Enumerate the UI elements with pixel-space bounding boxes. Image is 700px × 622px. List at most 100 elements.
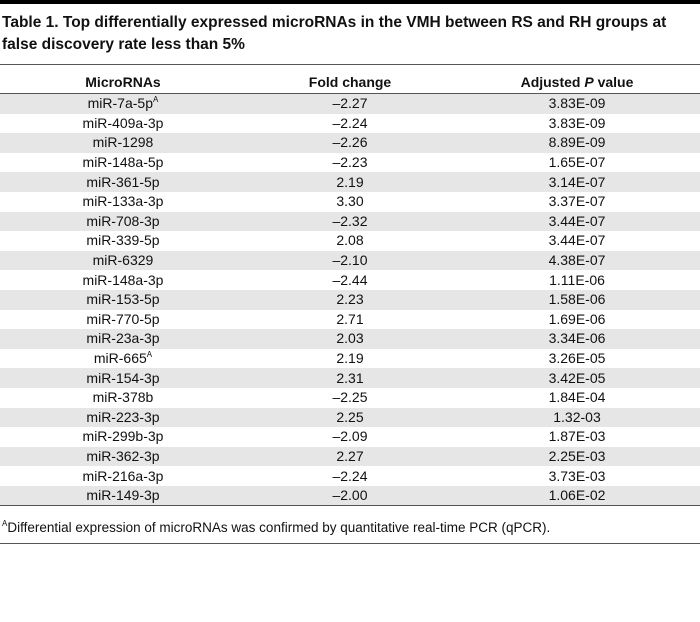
mirna-cell: miR-361-5p: [0, 172, 246, 192]
fold-change-cell: 2.27: [246, 446, 454, 467]
mirna-name: miR-133a-3p: [82, 193, 164, 210]
mirna-name: miR-378b: [92, 389, 154, 406]
mirna-cell: miR-223-3p: [0, 407, 246, 428]
top-bar: [0, 0, 700, 4]
table-row: miR-378b –2.25 1.84E-04: [0, 388, 700, 408]
header-row: MicroRNAs Fold change Adjusted P value: [0, 71, 700, 94]
mirna-name: miR-7a-5p: [87, 95, 153, 112]
table-row: miR-148a-5p –2.23 1.65E-07: [0, 153, 700, 173]
p-value-cell: 3.83E-09: [454, 93, 700, 114]
table-row: miR-361-5p 2.19 3.14E-07: [0, 172, 700, 192]
table-row: miR-154-3p 2.31 3.42E-05: [0, 368, 700, 388]
mirna-name: miR-339-5p: [86, 232, 160, 249]
p-value-cell: 3.26E-05: [548, 350, 606, 367]
p-value-cell: 1.87E-03: [548, 428, 606, 445]
fold-change-cell: 2.19: [336, 350, 364, 367]
mirna-name: miR-770-5p: [86, 310, 160, 327]
mirna-cell: miR-6329: [0, 250, 246, 271]
mirna-name: miR-216a-3p: [82, 467, 164, 484]
mirna-name: miR-149-3p: [86, 487, 160, 504]
table-row: miR-362-3p 2.27 2.25E-03: [0, 446, 700, 467]
mirna-cell: miR-148a-5p: [0, 153, 246, 173]
mirna-cell: miR-154-3p: [0, 368, 246, 388]
mirna-name: miR-153-5p: [86, 291, 160, 308]
fold-change-cell: 3.30: [336, 193, 364, 210]
table-title: Table 1. Top differentially expressed mi…: [0, 4, 700, 65]
footnote-text: Differential expression of microRNAs was…: [7, 520, 551, 536]
table-row: miR-6329 –2.10 4.38E-07: [0, 250, 700, 271]
mirna-cell: miR-133a-3p: [0, 192, 246, 212]
mirna-cell: miR-665A: [0, 349, 246, 369]
fold-change-cell: –2.00: [246, 485, 454, 506]
fold-change-cell: 2.08: [336, 232, 364, 249]
fold-change-cell: –2.10: [246, 250, 454, 271]
fold-change-cell: –2.25: [332, 389, 368, 406]
fold-change-cell: 2.19: [246, 172, 454, 192]
p-value-cell: 3.83E-09: [548, 114, 606, 131]
mirna-cell: miR-378b: [0, 388, 246, 408]
fold-change-cell: –2.09: [332, 428, 368, 445]
table-row: miR-299b-3p –2.09 1.87E-03: [0, 427, 700, 447]
p-value-cell: 1.11E-06: [549, 271, 605, 288]
fold-change-cell: –2.23: [332, 154, 368, 171]
fold-change-cell: 2.03: [246, 329, 454, 349]
p-value-cell: 1.69E-06: [548, 310, 606, 327]
table-row: miR-149-3p –2.00 1.06E-02: [0, 485, 700, 506]
footnote-ref: A: [146, 350, 153, 360]
p-value-cell: 1.06E-02: [454, 485, 700, 506]
mirna-cell: miR-153-5p: [0, 289, 246, 310]
mirna-name: miR-23a-3p: [86, 330, 160, 347]
mirna-name: miR-154-3p: [86, 369, 160, 386]
fold-change-cell: –2.24: [332, 114, 368, 131]
mirna-name: miR-148a-3p: [82, 271, 164, 288]
mirna-name: miR-361-5p: [86, 173, 160, 190]
mirna-cell: miR-299b-3p: [0, 427, 246, 447]
table-row: miR-153-5p 2.23 1.58E-06: [0, 289, 700, 310]
fold-change-cell: 2.23: [246, 289, 454, 310]
header-text: value: [597, 74, 634, 90]
table-row: miR-409a-3p –2.24 3.83E-09: [0, 114, 700, 134]
table-row: miR-770-5p 2.71 1.69E-06: [0, 310, 700, 330]
p-value-cell: 1.84E-04: [548, 389, 606, 406]
header-text: Adjusted: [520, 74, 581, 90]
mirna-cell: miR-149-3p: [0, 485, 246, 506]
table-row: miR-708-3p –2.32 3.44E-07: [0, 211, 700, 232]
fold-change-cell: 2.31: [246, 368, 454, 388]
p-value-cell: 3.73E-03: [548, 467, 606, 484]
header-italic: P: [584, 74, 594, 90]
p-value-cell: 3.44E-07: [454, 211, 700, 232]
footnote: ADifferential expression of microRNAs wa…: [0, 505, 700, 545]
fold-change-cell: –2.44: [332, 271, 368, 288]
mirna-cell: miR-23a-3p: [0, 329, 246, 349]
p-value-cell: 3.37E-07: [548, 193, 606, 210]
header-cell: MicroRNAs: [0, 71, 246, 94]
p-value-cell: 1.65E-07: [548, 154, 606, 171]
mirna-name: miR-708-3p: [86, 212, 160, 229]
table-row: miR-665A 2.19 3.26E-05: [0, 349, 700, 369]
p-value-cell: 3.14E-07: [454, 172, 700, 192]
table-row: miR-223-3p 2.25 1.32-03: [0, 407, 700, 428]
mirna-cell: miR-216a-3p: [0, 466, 246, 486]
mirna-cell: miR-7a-5pA: [0, 93, 246, 114]
mirna-cell: miR-362-3p: [0, 446, 246, 467]
mirna-name: miR-223-3p: [86, 408, 160, 425]
table-row: miR-1298 –2.26 8.89E-09: [0, 133, 700, 153]
p-value-cell: 3.44E-07: [548, 232, 606, 249]
p-value-cell: 1.32-03: [454, 407, 700, 428]
mirna-cell: miR-708-3p: [0, 211, 246, 232]
table-row: miR-216a-3p –2.24 3.73E-03: [0, 466, 700, 486]
table-row: miR-23a-3p 2.03 3.34E-06: [0, 329, 700, 349]
fold-change-cell: 2.25: [246, 407, 454, 428]
p-value-cell: 8.89E-09: [454, 133, 700, 153]
mirna-name: miR-362-3p: [86, 447, 160, 464]
p-value-cell: 1.58E-06: [454, 289, 700, 310]
mirna-cell: miR-1298: [0, 133, 246, 153]
fold-change-cell: –2.26: [246, 133, 454, 153]
p-value-cell: 2.25E-03: [454, 446, 700, 467]
mirna-name: miR-665: [93, 350, 147, 367]
mirna-cell: miR-148a-3p: [0, 270, 246, 290]
table-row: miR-339-5p 2.08 3.44E-07: [0, 231, 700, 251]
p-value-cell: 3.42E-05: [454, 368, 700, 388]
header-cell: Adjusted P value: [454, 71, 700, 94]
